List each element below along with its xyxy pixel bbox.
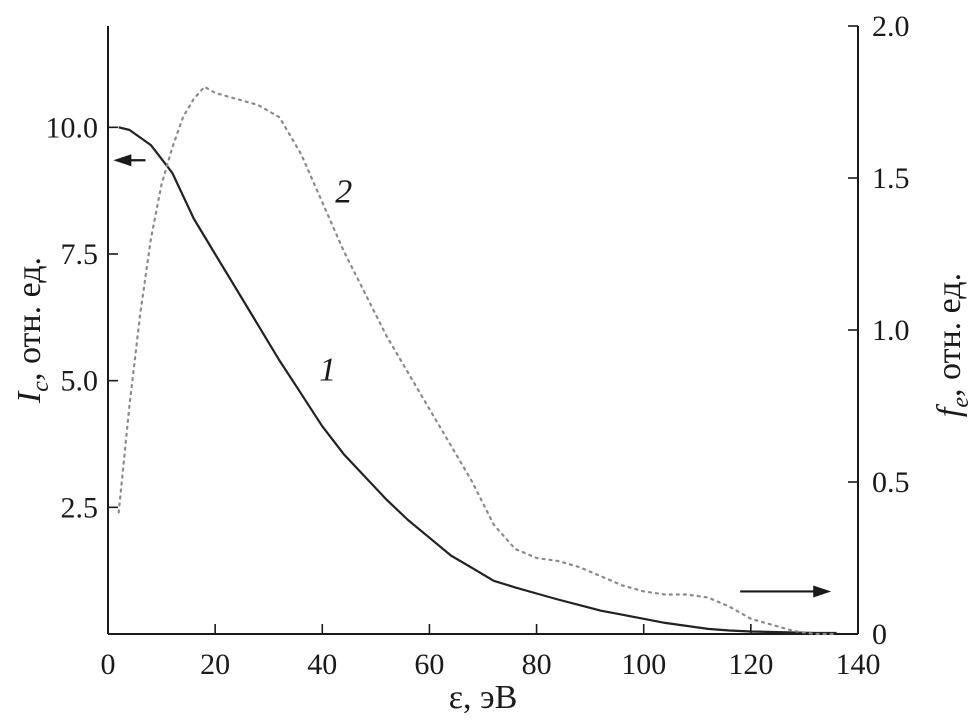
left-y-axis-title-sub: c (28, 381, 54, 392)
left-y-axis-title-main: I (11, 390, 48, 404)
right-y-axis-title: fe, отн. ед. (931, 273, 974, 417)
x-tick-label: 20 (200, 648, 230, 681)
right-axis-arrow-head (813, 585, 832, 598)
left-y-tick-label: 7.5 (61, 238, 99, 271)
left-axis-arrow-head (113, 154, 132, 167)
series-line-1 (118, 126, 837, 635)
left-y-axis-title-rest: , отн. ед. (11, 257, 48, 381)
right-y-tick-label: 0 (872, 618, 887, 651)
ticks: 0 20 40 60 80 100 120 140 2.5 5.0 7.5 10.0 0 0.5 1.0 1.… (46, 10, 910, 681)
right-y-tick-label: 1.5 (872, 162, 910, 195)
x-tick-label: 120 (728, 648, 773, 681)
x-tick-label: 60 (414, 648, 444, 681)
series-line-2 (117, 85, 838, 636)
curve-label-2: 2 (335, 173, 352, 210)
x-tick-label: 40 (307, 648, 337, 681)
x-axis-title: ε, эВ (449, 679, 518, 716)
left-y-tick-label: 10.0 (46, 111, 99, 144)
right-y-axis-title-sub: e (948, 397, 974, 408)
curve-labels: 12 (319, 173, 352, 388)
right-y-axis-title-rest: , отн. ед. (931, 273, 968, 397)
x-tick-label: 140 (836, 648, 881, 681)
arrows-group (113, 154, 832, 598)
left-y-tick-label: 5.0 (61, 365, 99, 398)
x-tick-label: 100 (621, 648, 666, 681)
left-axis-arrow (113, 154, 146, 167)
right-y-tick-label: 2.0 (872, 10, 910, 43)
x-tick-label: 80 (522, 648, 552, 681)
right-y-tick-label: 0.5 (872, 466, 910, 499)
series-group (117, 85, 838, 636)
x-tick-label: 0 (101, 648, 116, 681)
right-y-tick-label: 1.0 (872, 314, 910, 347)
left-y-tick-label: 2.5 (61, 491, 99, 524)
right-axis-arrow (740, 585, 832, 598)
curve-label-1: 1 (319, 352, 336, 389)
axes (107, 26, 859, 635)
left-y-axis-title: Ic, отн. ед. (11, 257, 54, 404)
